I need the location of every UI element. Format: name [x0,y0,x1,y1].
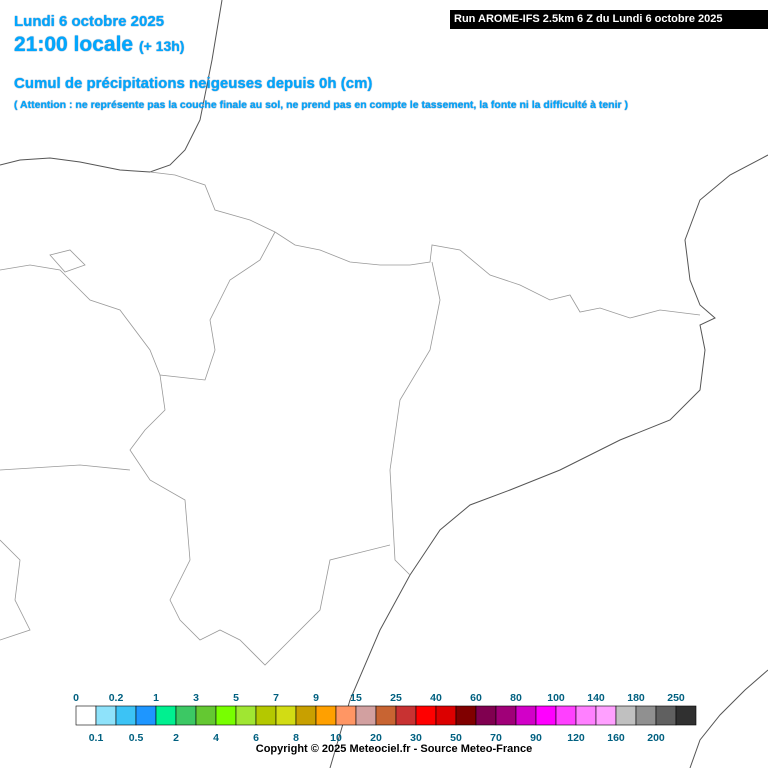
legend-label: 30 [410,732,422,744]
legend-label: 9 [313,692,319,704]
legend-label: 0.1 [89,732,104,744]
legend-swatch [75,705,97,726]
legend-swatch [415,705,437,726]
legend-label: 0.2 [109,692,124,704]
title: Cumul de précipitations neigeuses depuis… [14,75,373,92]
legend: 0 0.1 0.2 0.5 1 2 3 4 5 6 7 8 9 10 15 20 25 30 40 50 60 70 80 9… [73,692,697,744]
legend-label: 25 [390,692,402,704]
legend-swatch [455,705,477,726]
legend-swatch [555,705,577,726]
legend-label: 1 [153,692,159,704]
border [129,374,391,666]
legend-label: 50 [450,732,462,744]
legend-label: 15 [350,692,362,704]
legend-swatch [635,705,657,726]
legend-label: 6 [253,732,259,744]
border [49,249,86,273]
legend-label: 4 [213,732,219,744]
legend-swatch [395,705,417,726]
legend-swatch [595,705,617,726]
legend-label: 0 [73,692,79,704]
legend-swatch [215,705,237,726]
legend-swatch [195,705,217,726]
border [149,171,701,319]
legend-label: 120 [567,732,585,744]
legend-swatch [495,705,517,726]
legend-swatch [675,705,697,726]
legend-swatch [615,705,637,726]
legend-swatch [155,705,177,726]
legend-swatch [175,705,197,726]
legend-label: 180 [627,692,645,704]
legend-label: 200 [647,732,665,744]
legend-label: 5 [233,692,239,704]
legend-label: 20 [370,732,382,744]
legend-swatch [335,705,357,726]
coastline [689,669,768,768]
date: Lundi 6 octobre 2025 [14,13,165,30]
border [389,261,441,576]
legend-swatch [515,705,537,726]
legend-label: 10 [330,732,342,744]
legend-label: 100 [547,692,565,704]
legend-swatch [375,705,397,726]
legend-label: 90 [530,732,542,744]
legend-swatch [535,705,557,726]
border [0,539,31,641]
time: 21:00 locale (+ 13h) [14,33,184,57]
legend-swatch [295,705,317,726]
time-value: 21:00 locale [14,33,134,56]
border [0,231,276,381]
legend-swatch [315,705,337,726]
legend-label: 140 [587,692,605,704]
legend-label: 160 [607,732,625,744]
legend-label: 60 [470,692,482,704]
legend-swatch [235,705,257,726]
legend-label: 2 [173,732,179,744]
legend-label: 8 [293,732,299,744]
coastline [329,154,768,768]
legend-swatch [575,705,597,726]
legend-label: 7 [273,692,279,704]
legend-swatch [475,705,497,726]
legend-swatch [355,705,377,726]
lead-time: (+ 13h) [138,38,185,54]
legend-swatch [655,705,677,726]
legend-swatch [255,705,277,726]
copyright: Copyright © 2025 Meteociel.fr - Source M… [255,743,533,755]
legend-label: 250 [667,692,685,704]
legend-swatch [115,705,137,726]
legend-swatch [435,705,457,726]
run-label: Run AROME-IFS 2.5km 6 Z du Lundi 6 octob… [450,10,768,29]
legend-swatch [135,705,157,726]
border [0,464,131,471]
legend-swatch [275,705,297,726]
legend-label: 70 [490,732,502,744]
legend-label: 0.5 [129,732,144,744]
legend-label: 40 [430,692,442,704]
legend-swatch [95,705,117,726]
legend-label: 3 [193,692,199,704]
note: ( Attention : ne représente pas la couch… [14,99,628,111]
legend-label: 80 [510,692,522,704]
